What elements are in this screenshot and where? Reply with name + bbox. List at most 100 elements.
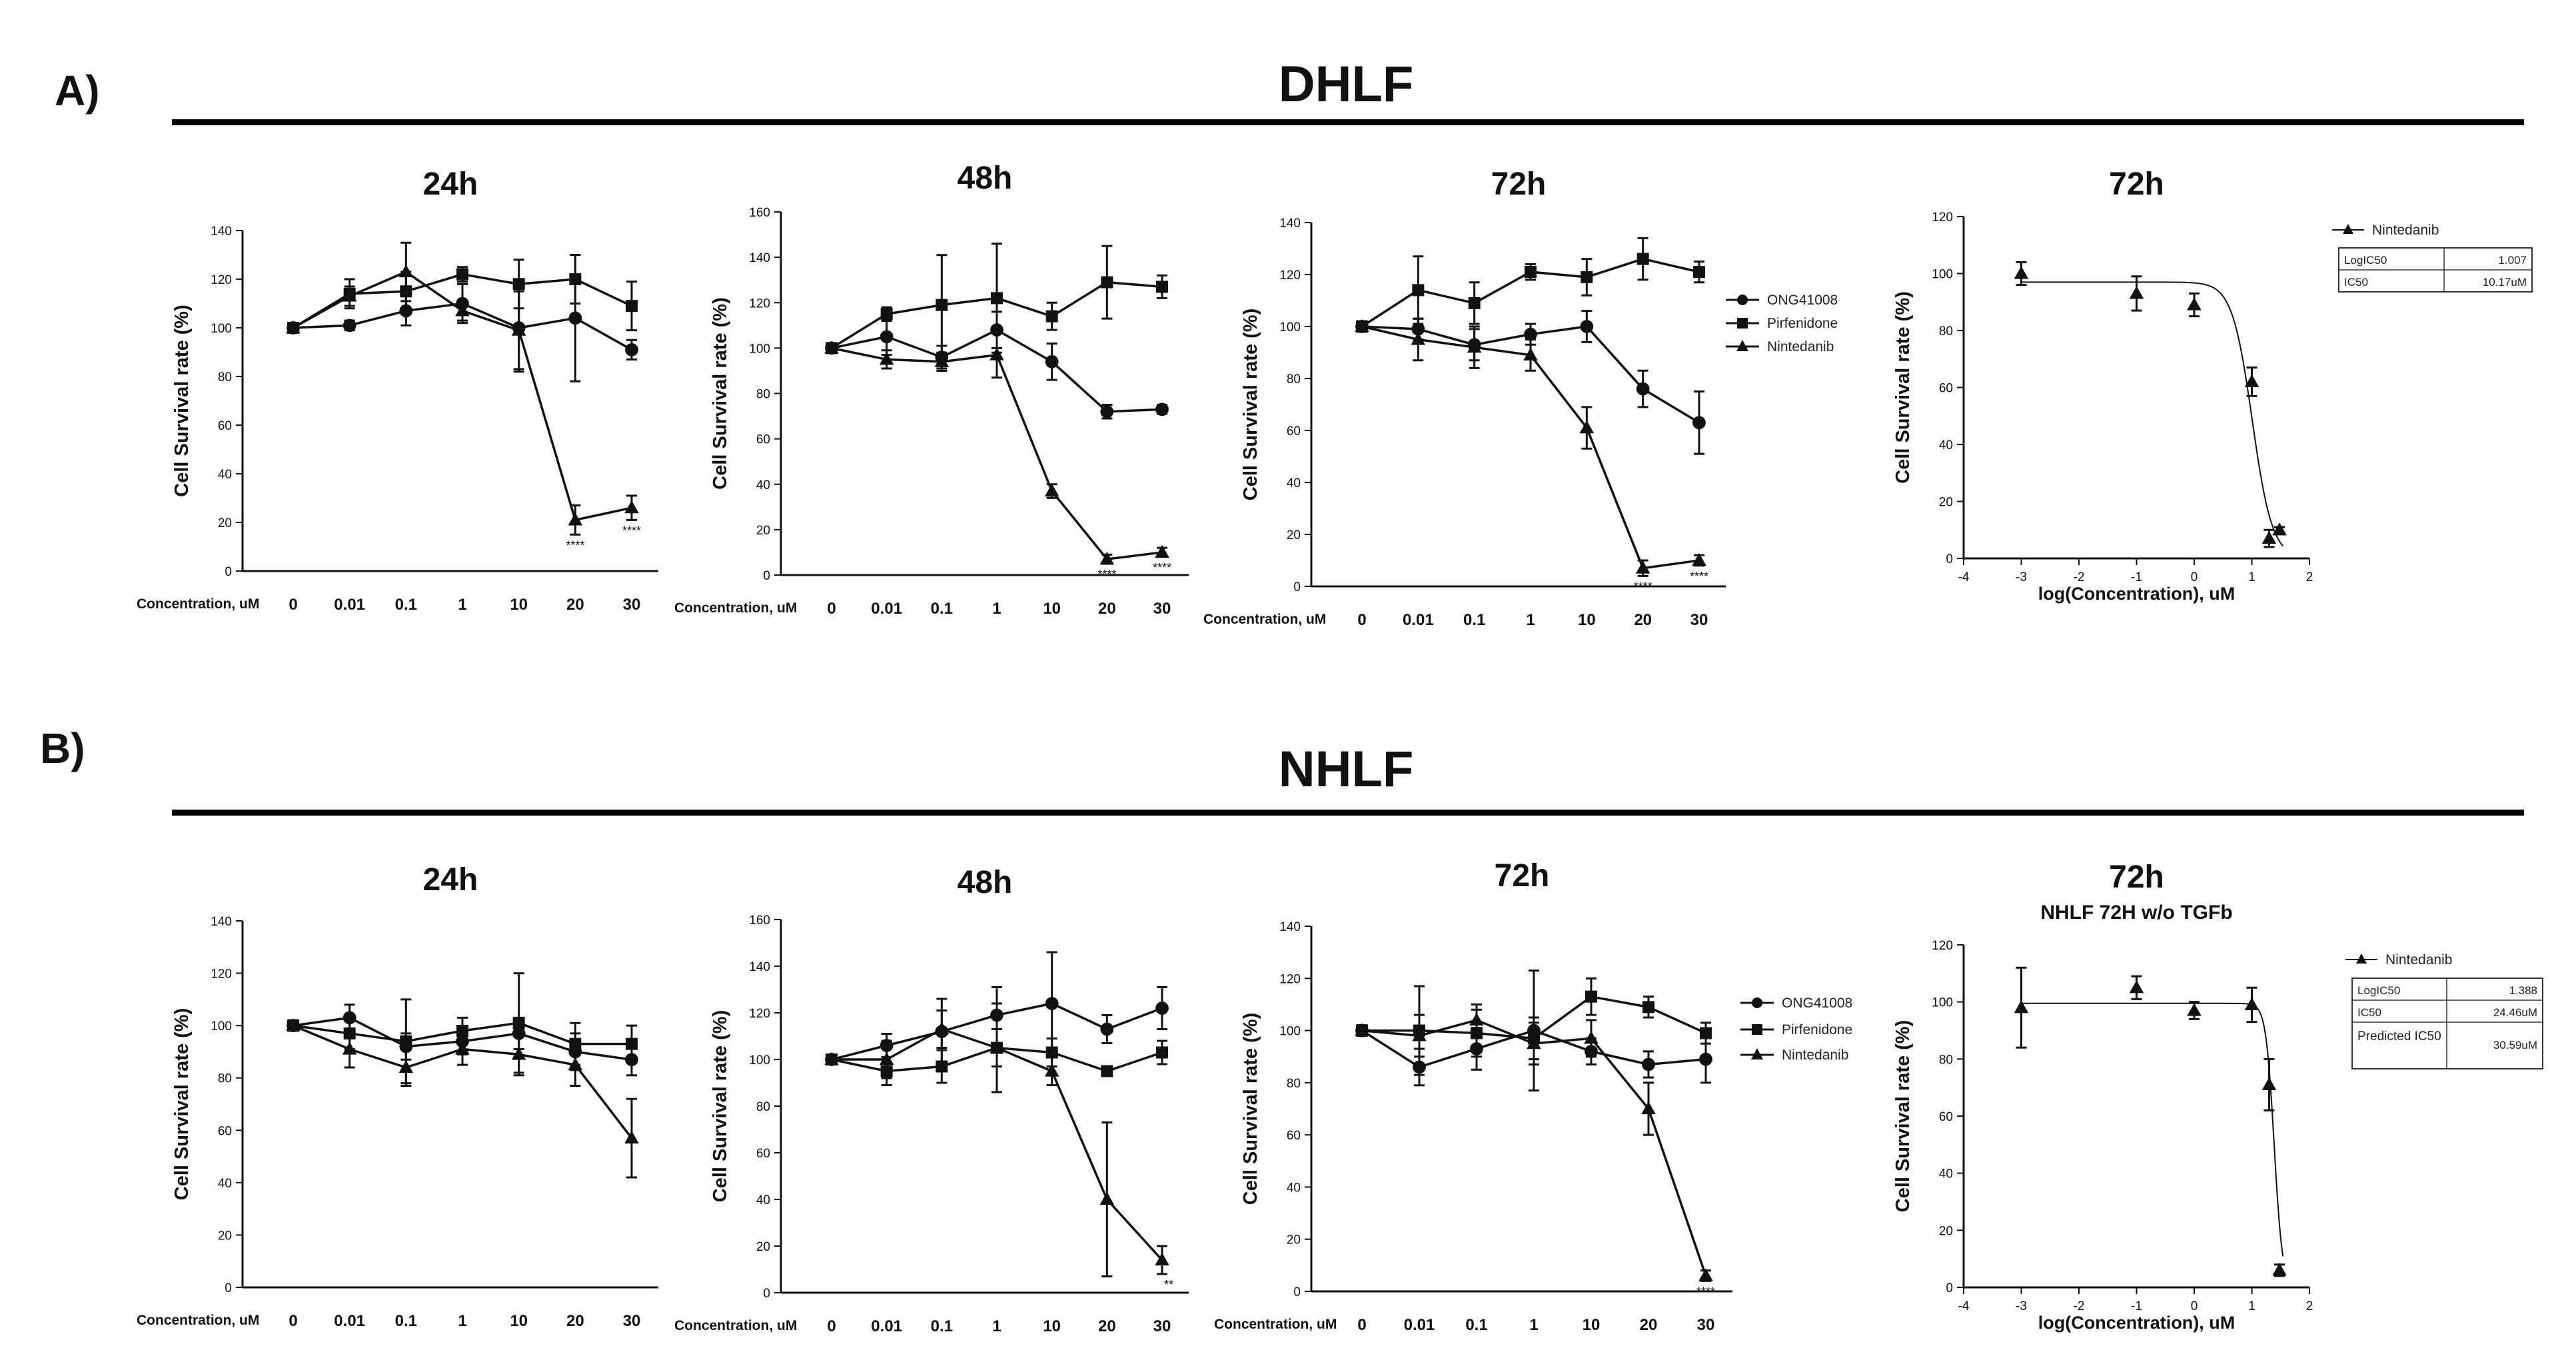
y-tick-label: 100 (749, 1053, 770, 1067)
x-axis-label: log(Concentration), uM (2038, 1313, 2235, 1333)
x-tick-label: 2 (2306, 570, 2313, 584)
table-cell: LogIC50 (2344, 254, 2387, 267)
y-tick-label: 40 (218, 1177, 232, 1191)
significance-label: **** (1634, 580, 1652, 593)
y-tick-label: 60 (1939, 382, 1953, 396)
x-tick-label: -4 (1958, 570, 1970, 584)
y-tick-label: 60 (1287, 1129, 1301, 1143)
x-tick-label: 1 (1529, 1316, 1538, 1334)
triangle-marker (2187, 297, 2202, 311)
y-tick-label: 100 (1932, 996, 1953, 1010)
triangle-marker (342, 1041, 357, 1055)
y-tick-label: 120 (1279, 972, 1301, 986)
y-tick-label: 120 (211, 273, 232, 287)
x-tick-label: 0.01 (1403, 611, 1434, 629)
y-tick-label: 160 (749, 206, 770, 220)
chart-title: 72h (2109, 167, 2164, 202)
legend-nhlf: ONG41008 Pirfenidone Nintedanib (1740, 996, 1852, 1063)
square-marker (1101, 1065, 1113, 1077)
x-tick-label: 1 (992, 1317, 1001, 1335)
y-tick-label: 20 (1939, 496, 1953, 510)
y-tick-label: 100 (749, 342, 770, 356)
triangle-marker (1155, 544, 1169, 558)
y-tick-label: 160 (749, 914, 770, 928)
x-tick-label: 0.01 (334, 1312, 365, 1330)
section-b-title: NHLF (1279, 741, 1414, 798)
x-tick-label: 10 (1043, 1317, 1061, 1335)
square-marker (1693, 266, 1705, 279)
legend-dhlf: ONG41008 Pirfenidone Nintedanib (1726, 293, 1838, 354)
table-cell: Predicted IC50 (2357, 1029, 2441, 1043)
x-tick-label: 2 (2306, 1299, 2313, 1313)
significance-label: **** (1696, 1285, 1715, 1298)
section-a-label: A) (55, 67, 100, 115)
x-tick-label: 0.01 (334, 596, 365, 614)
y-tick-label: 0 (1293, 580, 1301, 594)
table-cell: 1.007 (2498, 254, 2527, 267)
triangle-marker (568, 512, 583, 526)
y-axis-label: Cell Survival rate (%) (1240, 309, 1261, 501)
x-tick-label: -1 (2131, 1299, 2142, 1313)
table-cell: 10.17uM (2483, 276, 2527, 289)
triangle-marker (1044, 1063, 1059, 1077)
square-marker (1700, 1027, 1712, 1039)
circle-marker (1642, 1057, 1655, 1071)
y-tick-label: 100 (211, 322, 232, 336)
square-marker (400, 1035, 412, 1047)
y-tick-label: 120 (1932, 211, 1953, 225)
ic50-table-dhlf: LogIC50 1.007 IC50 10.17uM (2338, 247, 2533, 293)
triangle-marker (624, 1130, 639, 1144)
series-nintedanib (824, 1010, 1169, 1277)
y-tick-label: 0 (763, 1287, 770, 1301)
table-cell: IC50 (2344, 276, 2368, 289)
y-tick-label: 80 (218, 370, 232, 384)
fit-curve (2021, 1002, 2284, 1257)
y-axis-label: Cell Survival rate (%) (171, 1008, 193, 1201)
square-marker (1045, 1046, 1058, 1059)
y-tick-label: 60 (756, 1147, 770, 1161)
circle-marker (1100, 1022, 1114, 1036)
triangle-marker-icon (2343, 224, 2353, 234)
y-axis-label: Cell Survival rate (%) (1892, 291, 1914, 484)
legend-item-ong41008: ONG41008 (1740, 996, 1852, 1011)
y-tick-label: 120 (749, 297, 770, 311)
x-tick-label: -3 (2016, 1299, 2027, 1313)
series-pirfenidone (287, 972, 638, 1085)
triangle-marker (398, 1059, 414, 1073)
x-axis-label: Concentration, uM (674, 1318, 797, 1333)
y-tick-label: 140 (1279, 920, 1301, 934)
chart-title: 24h (423, 862, 478, 898)
x-tick-label: 0 (1357, 611, 1366, 629)
x-tick-label: 20 (566, 596, 584, 614)
triangle-marker (624, 500, 639, 514)
triangle-marker (2272, 1263, 2287, 1276)
x-tick-label: -4 (1958, 1299, 1970, 1313)
x-axis-label: Concentration, uM (674, 600, 797, 616)
ic50-legend-nhlf: Nintedanib (2345, 952, 2452, 968)
chart-title: 72h (1491, 167, 1547, 202)
y-tick-label: 40 (1287, 1181, 1301, 1195)
x-tick-label: 0.01 (871, 600, 902, 618)
triangle-marker-icon (2356, 954, 2367, 964)
triangle-marker (1641, 1101, 1656, 1115)
y-tick-label: 0 (225, 565, 232, 579)
legend-label: Pirfenidone (1767, 316, 1838, 331)
significance-label: **** (1097, 568, 1116, 581)
y-tick-label: 60 (1939, 1110, 1953, 1124)
series-pirfenidone (826, 243, 1168, 356)
triangle-marker (1355, 319, 1369, 333)
series-line (831, 346, 1163, 561)
square-marker-icon (1737, 318, 1748, 329)
x-tick-label: 30 (1690, 611, 1708, 629)
y-tick-label: 40 (1939, 1167, 1953, 1181)
circle-marker-icon (1752, 998, 1762, 1008)
x-tick-label: 0.1 (395, 1312, 417, 1330)
triangle-marker (879, 352, 894, 365)
triangle-marker-icon (1736, 340, 1748, 351)
x-tick-label: -1 (2131, 570, 2142, 584)
y-axis-label: Cell Survival rate (%) (171, 305, 193, 497)
legend-item-ong41008: ONG41008 (1726, 293, 1838, 308)
legend-label: Nintedanib (2385, 952, 2452, 968)
